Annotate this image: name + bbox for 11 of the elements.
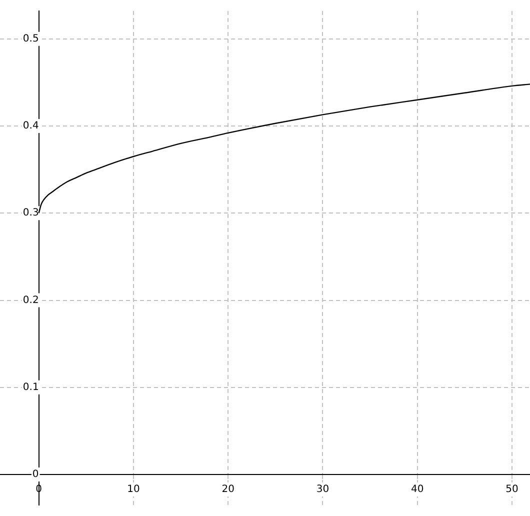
x-tick-label: 30 [316,484,330,496]
y-tick-label: 0.2 [22,294,39,306]
x-tick-label: 40 [411,484,424,496]
x-tick-label: 50 [506,484,518,496]
x-tick-label: 10 [127,484,140,496]
y-tick-label: 0.5 [22,33,39,44]
y-tick-label: 0.4 [22,120,39,132]
y-tick-label: 0.3 [22,208,39,219]
x-tick-label: 20 [222,484,234,496]
y-tick-label: 0.1 [22,382,39,393]
y-tick-label: 0 [32,469,39,480]
